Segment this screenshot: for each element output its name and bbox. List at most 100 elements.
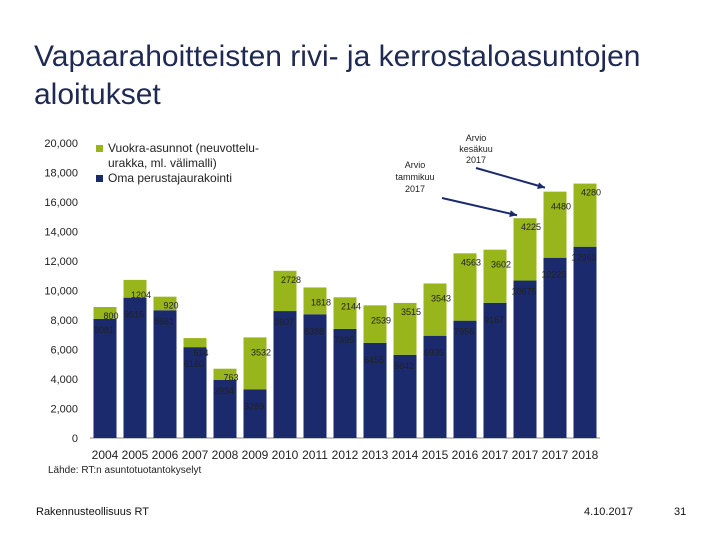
y-tick-label: 8,000 (50, 315, 78, 327)
bar-own (573, 246, 597, 438)
y-tick-label: 16,000 (44, 197, 78, 209)
x-tick-label: 2017 (482, 448, 509, 462)
data-label-own: 6160 (184, 359, 204, 369)
bar-own (123, 297, 147, 438)
y-tick-label: 14,000 (44, 227, 78, 239)
bar-rental (543, 191, 567, 258)
bar-own (93, 318, 117, 438)
annotation-arrowhead (509, 210, 517, 218)
bar-own (483, 302, 507, 438)
annotation-arrow-jan (441, 197, 518, 217)
data-label-own: 8081 (94, 325, 114, 335)
data-label-rental: 3543 (431, 293, 451, 303)
data-label-own: 7956 (454, 327, 474, 337)
data-label-own: 9167 (484, 315, 504, 325)
data-label-own: 8388 (304, 326, 324, 336)
bar-own (213, 379, 237, 438)
annotation-arrowhead (537, 182, 545, 190)
y-tick-label: 20,000 (44, 138, 78, 150)
data-label-rental: 4480 (551, 202, 571, 212)
data-label-rental: 2728 (281, 275, 301, 285)
legend-item-own: Oma perustajaurakointi (96, 171, 278, 186)
bar-rental (363, 305, 387, 343)
x-tick-label: 2007 (182, 448, 209, 462)
data-label-own: 8607 (274, 317, 294, 327)
bar-own (513, 280, 537, 438)
bar-rental (213, 368, 237, 380)
bar-rental (153, 296, 177, 311)
y-tick-label: 2,000 (50, 404, 78, 416)
annotation-arrow-jun (475, 167, 546, 189)
bar-own (453, 320, 477, 438)
footer-organization: Rakennusteollisuus RT (36, 506, 149, 518)
data-label-rental: 3602 (491, 260, 511, 270)
chart-legend: Vuokra-asunnot (neuvottelu-urakka, ml. v… (96, 141, 278, 186)
bar-own (333, 328, 357, 438)
data-label-own: 5642 (394, 361, 414, 371)
y-tick-label: 0 (72, 433, 78, 445)
data-label-rental: 4225 (521, 222, 541, 232)
bar-own (153, 310, 177, 438)
source-note: Lähde: RT:n asuntotuotantokyselyt (48, 465, 202, 476)
bar-own (303, 314, 327, 438)
annotation-text-jan: 2017 (405, 184, 425, 194)
data-label-rental: 3515 (401, 307, 421, 317)
bar-rental (393, 302, 417, 355)
data-label-rental: 3532 (251, 347, 271, 357)
data-label-own: 12223 (541, 270, 566, 280)
annotation-text-jun: kesäkuu (459, 144, 493, 154)
bar-rental (123, 279, 147, 298)
legend-label-rental: Vuokra-asunnot (neuvottelu-urakka, ml. v… (108, 141, 259, 170)
data-label-own: 12969 (571, 253, 596, 263)
data-label-own: 6935 (424, 348, 444, 358)
bar-own (243, 389, 267, 438)
data-label-rental: 1818 (311, 297, 331, 307)
x-tick-label: 2008 (212, 448, 239, 462)
x-tick-label: 2011 (302, 448, 328, 462)
data-label-own: 9515 (124, 310, 144, 320)
data-label-rental: 2144 (341, 301, 361, 311)
data-label-rental: 920 (163, 301, 178, 311)
x-tick-label: 2018 (572, 448, 599, 462)
page-title: Vapaarahoitteisten rivi- ja kerrostaloas… (34, 40, 641, 111)
x-tick-label: 2014 (392, 448, 419, 462)
data-label-own: 6455 (364, 355, 384, 365)
bar-rental (273, 270, 297, 312)
annotation-text-jan: Arvio (405, 160, 426, 170)
bar-rental (573, 183, 597, 247)
bar-rental (483, 249, 507, 303)
annotation-text-jan: tammikuu (395, 172, 434, 182)
data-label-own: 10675 (511, 287, 536, 297)
bar-rental (243, 337, 267, 390)
data-label-rental: 1204 (131, 290, 151, 300)
legend-label-own: Oma perustajaurakointi (108, 171, 233, 185)
legend-swatch-own (96, 175, 103, 182)
x-tick-label: 2013 (362, 448, 389, 462)
x-tick-label: 2016 (452, 448, 479, 462)
data-label-rental: 4280 (581, 188, 601, 198)
x-tick-label: 2017 (512, 448, 539, 462)
bar-own (543, 257, 567, 438)
legend-swatch-rental (96, 145, 103, 152)
x-tick-label: 2015 (422, 448, 449, 462)
bar-rental (333, 297, 357, 329)
footer-date: 4.10.2017 (584, 506, 633, 518)
y-tick-label: 4,000 (50, 374, 78, 386)
x-tick-label: 2009 (242, 448, 269, 462)
y-tick-label: 18,000 (44, 168, 78, 180)
bar-rental (303, 287, 327, 315)
bar-own (273, 311, 297, 438)
data-label-own: 3934 (214, 386, 234, 396)
bar-rental (453, 253, 477, 321)
x-tick-label: 2012 (332, 448, 359, 462)
data-label-rental: 2539 (371, 315, 391, 325)
bar-rental (93, 307, 117, 319)
bar-own (183, 347, 207, 438)
bar-rental (423, 283, 447, 336)
annotation-text-jun: 2017 (466, 155, 486, 165)
data-label-own: 7395 (334, 335, 354, 345)
bar-own (363, 342, 387, 438)
data-label-own: 8661 (154, 316, 174, 326)
bar-own (423, 335, 447, 438)
